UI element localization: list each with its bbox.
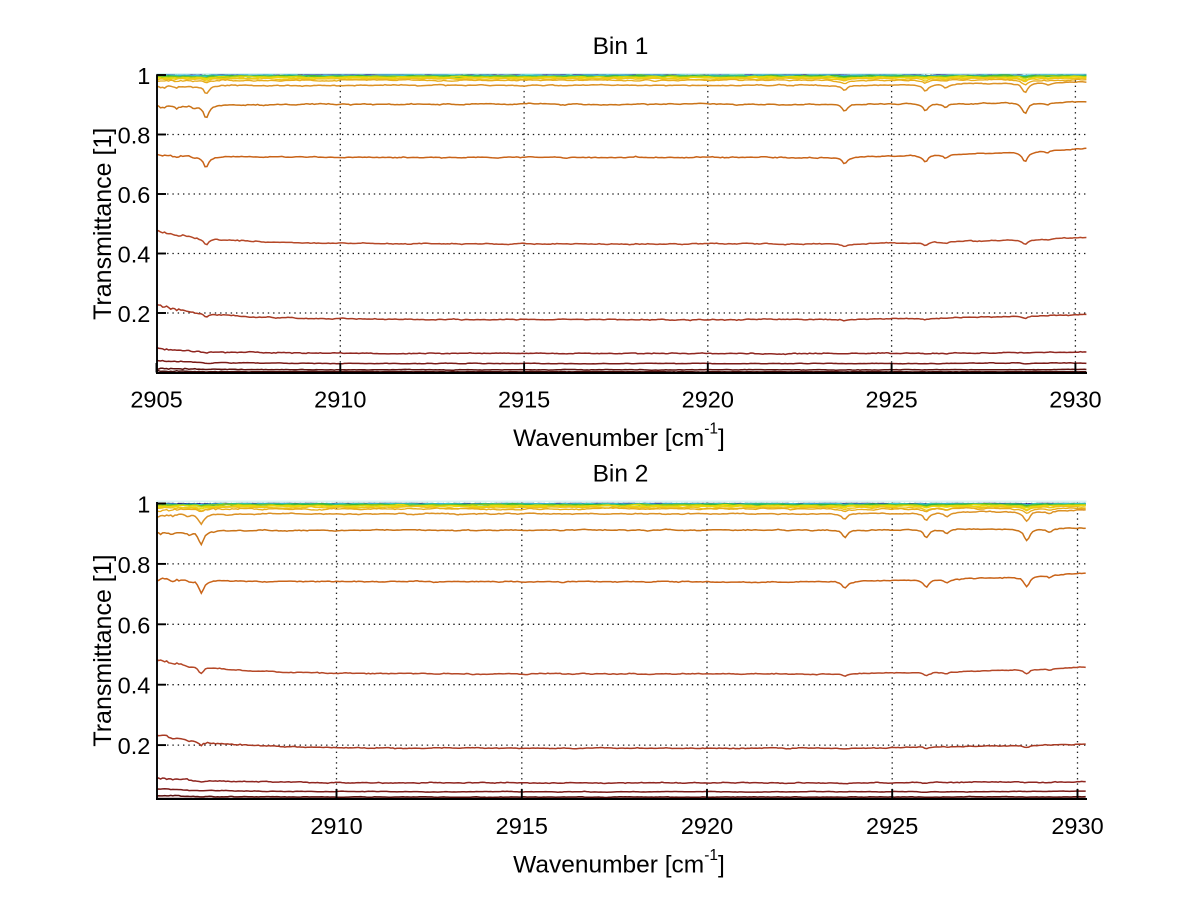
svg-text:0.6: 0.6 [118, 612, 151, 638]
svg-text:0.6: 0.6 [118, 182, 151, 208]
svg-text:2930: 2930 [1051, 813, 1103, 839]
svg-text:Bin 1: Bin 1 [593, 33, 649, 60]
svg-text:2915: 2915 [496, 813, 548, 839]
svg-text:0.8: 0.8 [118, 123, 151, 149]
svg-text:0.2: 0.2 [118, 733, 151, 759]
svg-text:Wavenumber [cm-1]: Wavenumber [cm-1] [513, 421, 725, 452]
svg-text:1: 1 [137, 492, 150, 518]
svg-text:2910: 2910 [314, 387, 366, 413]
svg-text:Transmittance [1]: Transmittance [1] [89, 554, 117, 746]
svg-text:0.2: 0.2 [118, 301, 151, 327]
svg-text:2910: 2910 [310, 813, 362, 839]
svg-text:2925: 2925 [865, 387, 917, 413]
svg-text:2920: 2920 [681, 813, 733, 839]
svg-text:Transmittance [1]: Transmittance [1] [89, 128, 117, 320]
svg-text:Wavenumber [cm-1]: Wavenumber [cm-1] [513, 847, 725, 878]
svg-text:2920: 2920 [682, 387, 734, 413]
svg-text:2930: 2930 [1049, 387, 1101, 413]
svg-text:0.4: 0.4 [118, 242, 151, 268]
svg-text:Bin 2: Bin 2 [593, 461, 649, 488]
svg-text:2905: 2905 [130, 387, 182, 413]
svg-text:2915: 2915 [498, 387, 550, 413]
svg-text:0.8: 0.8 [118, 552, 151, 578]
svg-text:2925: 2925 [866, 813, 918, 839]
svg-text:1: 1 [137, 63, 150, 89]
svg-text:0.4: 0.4 [118, 673, 151, 699]
